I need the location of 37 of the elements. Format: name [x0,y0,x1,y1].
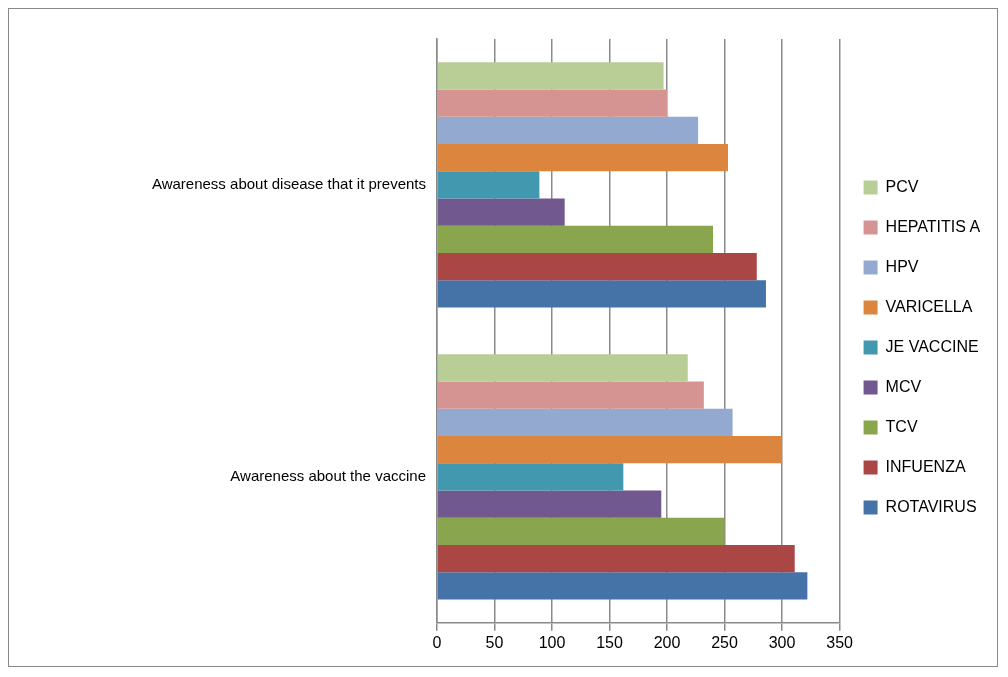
bar [437,225,714,254]
bar [437,198,565,226]
x-tick-label: 300 [768,633,796,651]
legend-label: INFUENZA [885,457,966,475]
bar [437,144,729,172]
bar [437,435,783,464]
y-tick-label: Awareness about disease that it prevents [151,175,426,193]
x-tick-label: 50 [485,633,504,651]
x-tick-label: 150 [596,633,623,651]
bar [437,280,766,308]
bar [437,171,540,199]
legend-label: MCV [885,377,922,395]
x-tick-label: 200 [653,633,681,651]
legend-label: HPV [885,257,919,275]
legend-label: PCV [885,177,919,195]
legend-label: ROTAVIRUS [885,497,977,515]
bar [437,354,688,382]
bar [437,253,757,281]
legend-label: HEPATITIS A [885,217,981,235]
y-tick-label: Awareness about the vaccine [230,466,426,484]
bar [437,381,704,409]
x-tick-label: 100 [538,633,566,651]
bar [437,517,725,545]
x-tick-label: 0 [432,633,442,651]
x-tick-label: 250 [711,633,738,651]
bar [437,89,668,117]
legend-label: VARICELLA [885,297,973,315]
legend-label: TCV [885,417,918,435]
bar [437,490,662,518]
bar [437,408,733,436]
x-tick-label: 350 [826,633,854,651]
bar [437,544,795,573]
bar [437,62,664,90]
legend-label: JE VACCINE [885,337,979,355]
bar [437,463,624,491]
bar [437,572,808,600]
bar [437,116,699,145]
